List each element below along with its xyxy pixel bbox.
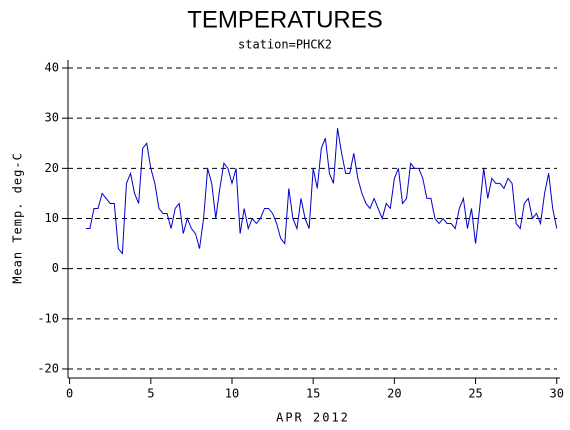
y-tick-label: 10 (45, 211, 59, 225)
y-axis-label: Mean Temp. deg-C (11, 152, 25, 284)
y-tick-label: 40 (45, 61, 59, 75)
y-tick-label: -20 (37, 361, 59, 375)
x-axis-label: APR 2012 (276, 411, 350, 425)
y-tick-label: 30 (45, 111, 59, 125)
chart-subtitle: station=PHCK2 (238, 38, 332, 52)
y-tick-label: 20 (45, 161, 59, 175)
chart-title: TEMPERATURES (187, 6, 383, 33)
x-tick-label: 15 (306, 387, 320, 401)
x-tick-label: 25 (468, 387, 482, 401)
x-tick-label: 30 (550, 387, 564, 401)
x-tick-label: 10 (225, 387, 239, 401)
data-line (85, 128, 558, 255)
y-tick-label: -10 (37, 311, 59, 325)
x-tick-label: 20 (387, 387, 401, 401)
x-tick-label: 5 (147, 387, 154, 401)
x-tick-label: 0 (66, 387, 73, 401)
y-tick-label: 0 (52, 261, 59, 275)
